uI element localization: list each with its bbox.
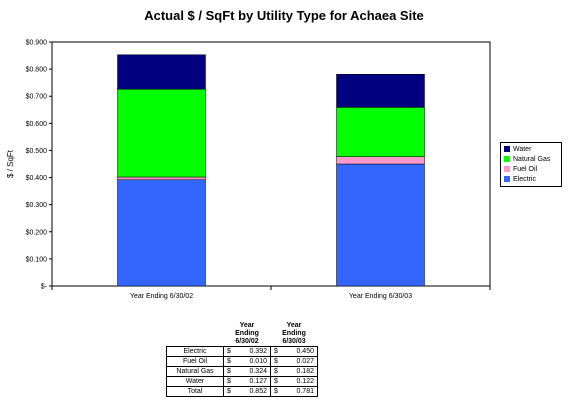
values-table: Year Ending 6/30/02 Year Ending 6/30/03 …: [166, 322, 318, 397]
y-tick-label: $0.800: [26, 67, 48, 74]
table-currency: $: [223, 366, 236, 377]
bar-segment: [336, 156, 425, 165]
chart-legend: Water Natural Gas Fuel Oil Electric: [500, 142, 562, 187]
bar-segment: [336, 74, 425, 108]
table-row-label: Total: [166, 386, 224, 397]
table-value: 0.450: [283, 346, 318, 357]
bar-segment: [117, 179, 206, 287]
table-value: 0.324: [236, 366, 271, 377]
bar-segment: [117, 88, 206, 178]
table-currency: $: [270, 376, 283, 387]
table-row-label: Electric: [166, 346, 224, 357]
table-value: 0.027: [283, 356, 318, 367]
table-row: Electric $0.392 $0.450: [166, 346, 318, 357]
table-row: Natural Gas $0.324 $0.182: [166, 366, 318, 377]
legend-item: Fuel Oil: [501, 164, 561, 174]
x-tick-label: Year Ending 6/30/02: [130, 293, 193, 300]
legend-label: Fuel Oil: [513, 165, 538, 173]
table-currency: $: [223, 386, 236, 397]
table-value: 0.010: [236, 356, 271, 367]
y-axis-label: $ / SqFt: [6, 149, 15, 178]
x-tick-label: Year Ending 6/30/03: [349, 293, 412, 300]
legend-label: Electric: [513, 175, 536, 183]
table-header-col1: Year Ending 6/30/02: [235, 322, 259, 345]
table-row-label: Natural Gas: [166, 366, 224, 377]
table-currency: $: [223, 376, 236, 387]
legend-swatch: [504, 156, 510, 162]
y-tick-label: $0.100: [26, 256, 48, 263]
table-currency: $: [270, 346, 283, 357]
table-value: 0.182: [283, 366, 318, 377]
legend-swatch: [504, 146, 510, 152]
table-corner: [167, 322, 224, 347]
table-value: 0.392: [236, 346, 271, 357]
y-tick-label: $0.700: [26, 94, 48, 101]
table-row-label: Water: [166, 376, 224, 387]
table-currency: $: [270, 386, 283, 397]
table-row: Fuel Oil $0.010 $0.027: [166, 356, 318, 367]
legend-label: Water: [513, 145, 532, 153]
table-value: 0.852: [236, 386, 271, 397]
y-tick-label: $0.500: [26, 148, 48, 155]
y-tick-label: $-: [41, 284, 48, 291]
table-row: Water $0.127 $0.122: [166, 376, 318, 387]
table-value: 0.122: [283, 376, 318, 387]
y-tick-label: $0.200: [26, 229, 48, 236]
table-currency: $: [223, 346, 236, 357]
bar-segment: [117, 54, 206, 90]
chart-title: Actual $ / SqFt by Utility Type for Acha…: [144, 8, 424, 23]
table-row: Total $0.852 $0.781: [166, 386, 318, 397]
legend-item: Water: [501, 144, 561, 154]
y-tick-label: $0.900: [26, 40, 48, 47]
y-tick-label: $0.400: [26, 175, 48, 182]
y-tick-label: $0.300: [26, 202, 48, 209]
bar-segment: [117, 176, 206, 180]
table-value: 0.127: [236, 376, 271, 387]
stacked-bar-chart: $- $0.100 $0.200 $0.300 $0.400 $0.500 $0.600 $0…: [6, 40, 491, 300]
table-currency: $: [270, 366, 283, 377]
legend-swatch: [504, 166, 510, 172]
legend-swatch: [504, 176, 510, 182]
bar-segment: [336, 163, 425, 287]
table-currency: $: [270, 356, 283, 367]
table-value: 0.781: [283, 386, 318, 397]
table-header-col2: Year Ending 6/30/03: [282, 322, 306, 345]
y-tick-label: $0.600: [26, 121, 48, 128]
legend-label: Natural Gas: [513, 155, 551, 163]
legend-item: Electric: [501, 174, 561, 184]
table-currency: $: [223, 356, 236, 367]
table-row-label: Fuel Oil: [166, 356, 224, 367]
legend-item: Natural Gas: [501, 154, 561, 164]
bar-segment: [336, 107, 425, 157]
